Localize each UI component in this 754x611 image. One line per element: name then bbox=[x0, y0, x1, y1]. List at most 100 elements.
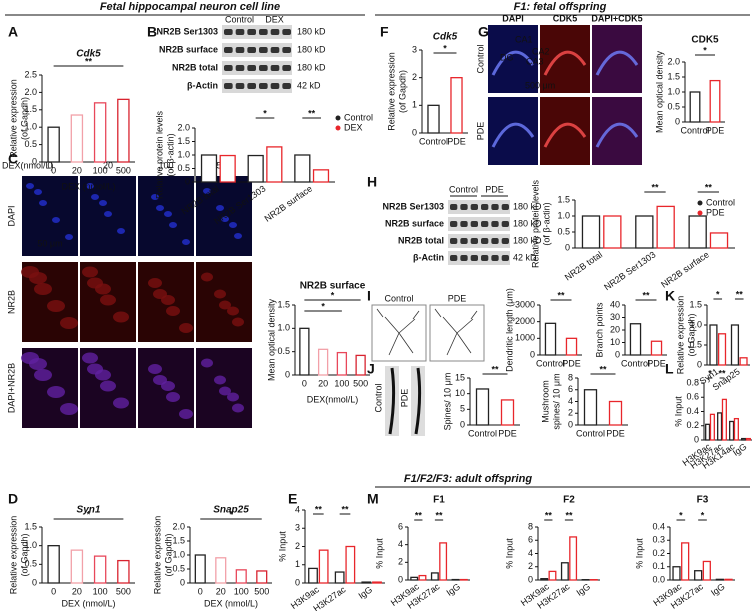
y-tick-label: 2.0 bbox=[177, 122, 190, 132]
significance-label: ** bbox=[315, 504, 323, 514]
blot-band bbox=[259, 47, 268, 53]
scale-bar-label: 50 μm bbox=[37, 238, 62, 248]
cell bbox=[100, 294, 116, 306]
blot-band bbox=[470, 238, 478, 244]
cell bbox=[203, 188, 211, 194]
y-tick-label: 0 bbox=[568, 419, 573, 429]
blot-band bbox=[501, 255, 509, 261]
significance-label: * bbox=[87, 509, 91, 519]
image-row-label: DAPI+NR2B bbox=[6, 363, 16, 413]
blot-band bbox=[491, 221, 499, 227]
blot-band bbox=[491, 204, 499, 210]
header: Fetal hippocampal neuron cell line bbox=[100, 1, 280, 13]
y-tick-label: 0.4 bbox=[686, 406, 699, 416]
bar bbox=[540, 578, 549, 581]
x-tick-label: 0 bbox=[51, 586, 56, 596]
y-axis-label: Mean optical density bbox=[654, 50, 664, 133]
y-tick-label: 1.0 bbox=[667, 86, 680, 96]
panel-label: H bbox=[367, 174, 377, 190]
blot-band bbox=[270, 47, 280, 53]
blot-band bbox=[224, 65, 233, 71]
bar bbox=[450, 77, 463, 134]
y-tick-label: 2000 bbox=[515, 316, 535, 326]
cell bbox=[148, 364, 162, 374]
x-tick-label: 100 bbox=[334, 378, 349, 388]
x-tick-label: 500 bbox=[116, 165, 131, 175]
cell bbox=[26, 183, 34, 189]
blot-band bbox=[224, 83, 233, 89]
bar bbox=[583, 389, 598, 426]
blot-band bbox=[282, 47, 291, 53]
bar bbox=[418, 574, 427, 581]
micrograph bbox=[488, 97, 538, 165]
bar bbox=[702, 560, 711, 581]
significance-label: ** bbox=[545, 510, 553, 520]
y-tick-label: 0.5 bbox=[24, 139, 37, 149]
bar bbox=[410, 576, 419, 581]
cell bbox=[156, 205, 164, 211]
bar bbox=[560, 562, 569, 581]
image-column-label: DAPI bbox=[502, 13, 524, 23]
blot-strip bbox=[448, 234, 510, 248]
blot-size: 180 kD bbox=[297, 26, 326, 36]
header: F1/F2/F3: adult offspring bbox=[404, 473, 532, 485]
blot-band bbox=[450, 255, 458, 261]
significance-label: ** bbox=[718, 368, 726, 378]
image-row-label: Control bbox=[475, 44, 485, 73]
y-axis-label: Relative expression bbox=[152, 516, 162, 595]
significance-label: ** bbox=[491, 364, 499, 374]
bar bbox=[730, 324, 740, 366]
tracing-label: Control bbox=[384, 293, 413, 303]
bar bbox=[235, 569, 247, 584]
y-tick-label: 0.4 bbox=[652, 521, 665, 531]
bar bbox=[47, 126, 60, 163]
blot-band bbox=[247, 47, 256, 53]
blot-band bbox=[491, 238, 499, 244]
bar bbox=[70, 549, 84, 584]
blot-band bbox=[235, 83, 245, 89]
y-tick-label: 0 bbox=[185, 176, 190, 186]
bar bbox=[200, 154, 218, 183]
y-tick-label: 1.5 bbox=[277, 299, 290, 309]
chart-title: Cdk5 bbox=[76, 49, 101, 60]
x-tick-label: IgG bbox=[357, 584, 375, 601]
significance-label: * bbox=[716, 289, 720, 299]
panel-label: D bbox=[8, 491, 18, 507]
y-axis-label: (of β-actin) bbox=[165, 133, 175, 176]
bar bbox=[717, 333, 727, 366]
y-axis-label: % Input bbox=[673, 396, 683, 427]
bar bbox=[317, 348, 329, 376]
chart-title: F3 bbox=[697, 495, 709, 506]
significance-label: * bbox=[263, 108, 267, 118]
blot-row-label: NR2B surface bbox=[385, 218, 444, 228]
bar bbox=[294, 154, 311, 183]
cell bbox=[229, 222, 237, 228]
y-tick-label: 1.5 bbox=[557, 194, 570, 204]
blot-strip bbox=[448, 200, 510, 214]
panel-label: I bbox=[367, 288, 371, 304]
significance-label: * bbox=[708, 368, 712, 378]
micrograph bbox=[540, 97, 590, 165]
legend-label: DEX bbox=[344, 122, 363, 132]
bar bbox=[688, 215, 707, 249]
blot-band bbox=[247, 65, 256, 71]
bar bbox=[334, 571, 345, 584]
cell bbox=[227, 392, 239, 402]
y-tick-label: 0 bbox=[295, 577, 300, 587]
y-tick-label: 1.0 bbox=[277, 323, 290, 333]
blot-strip bbox=[448, 251, 510, 265]
significance-label: ** bbox=[565, 510, 573, 520]
x-tick-label: Control bbox=[419, 136, 448, 146]
y-tick-label: 4 bbox=[398, 539, 403, 549]
bar bbox=[318, 549, 329, 584]
y-axis-label: spines/ 10 μm bbox=[551, 373, 561, 429]
x-tick-label: PDE bbox=[647, 358, 666, 368]
bar bbox=[581, 215, 601, 249]
y-tick-label: 0.5 bbox=[277, 346, 290, 356]
blot-band bbox=[235, 29, 245, 35]
y-tick-label: 0 bbox=[398, 574, 403, 584]
x-axis-label: DEX (nmol/L) bbox=[204, 598, 258, 608]
x-tick-label: 20 bbox=[318, 378, 328, 388]
bar bbox=[345, 545, 356, 584]
blot-size: 180 kD bbox=[297, 62, 326, 72]
